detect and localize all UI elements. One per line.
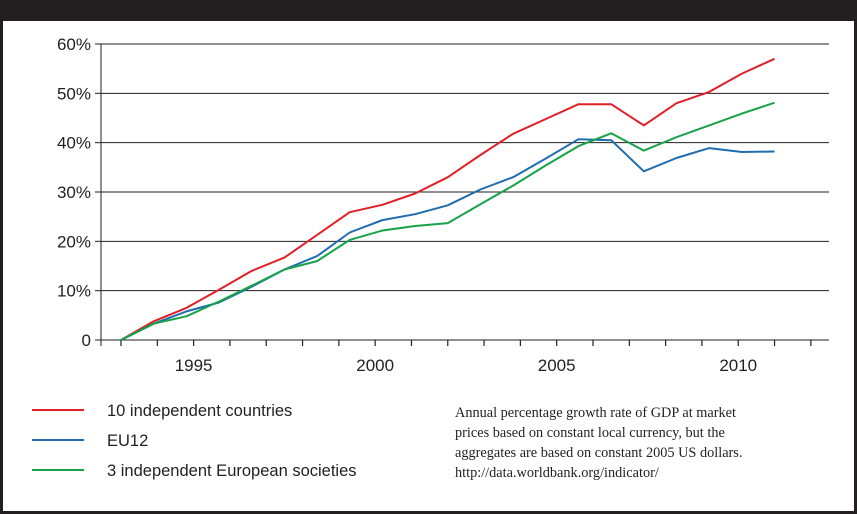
legend-label: 10 independent countries: [107, 402, 292, 420]
y-tick-label: 0: [82, 331, 91, 350]
y-tick-label: 10%: [57, 282, 91, 301]
note-line: http://data.worldbank.org/indicator/: [455, 465, 659, 481]
y-tick-label: 30%: [57, 183, 91, 202]
y-tick-label: 50%: [57, 84, 91, 103]
legend-label: 3 independent European societies: [107, 462, 357, 480]
y-tick-label: 20%: [57, 232, 91, 251]
note-line: Annual percentage growth rate of GDP at …: [455, 405, 736, 421]
x-tick-label: 2005: [538, 356, 576, 375]
y-tick-label: 40%: [57, 134, 91, 153]
x-tick-label: 2000: [356, 356, 394, 375]
legend: 10 independent countries EU12 3 independen…: [32, 402, 357, 480]
series-line: [120, 138, 775, 341]
note-line: aggregates are based on constant 2005 US…: [455, 445, 743, 461]
series-lines: [120, 57, 775, 341]
y-tick-label: 60%: [57, 35, 91, 54]
note-line: prices based on constant local currency,…: [455, 425, 725, 441]
axes: 0 10% 20% 30% 40% 50% 60% 1995 2000 2005 2010: [57, 35, 812, 375]
legend-label: EU12: [107, 432, 148, 450]
x-tick-label: 2010: [719, 356, 757, 375]
source-note: Annual percentage growth rate of GDP at …: [455, 403, 845, 483]
x-tick-label: 1995: [175, 356, 213, 375]
series-line: [120, 57, 775, 341]
series-line: [120, 101, 775, 341]
